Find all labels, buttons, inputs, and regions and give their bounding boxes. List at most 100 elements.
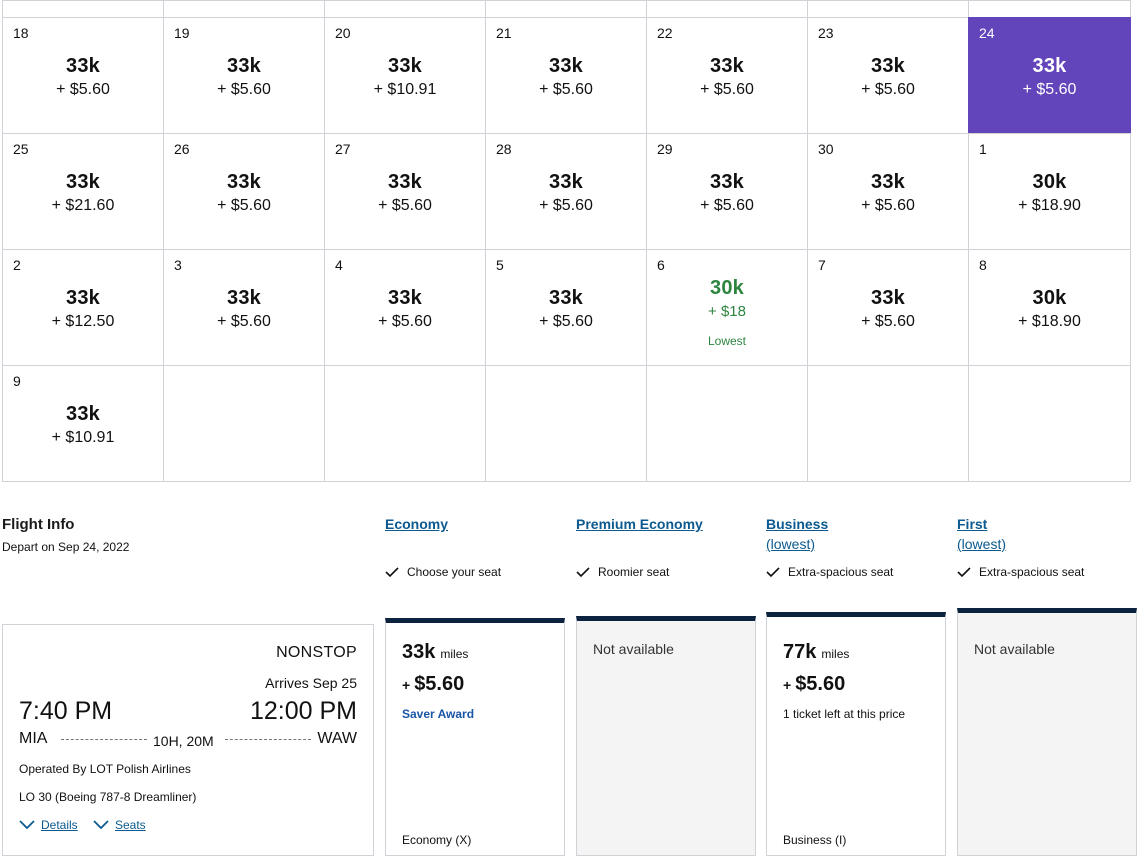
day-number: 21 (496, 25, 512, 41)
day-tax: + $10.91 (51, 429, 115, 446)
day-number: 20 (335, 25, 351, 41)
calendar-day-29[interactable]: 29 33k + $5.60 (646, 133, 808, 250)
cabin-sub[interactable]: (lowest) (957, 536, 1007, 552)
calendar-day-cell (324, 0, 486, 18)
fare-class: Economy (X) (402, 833, 472, 847)
calendar-day-20[interactable]: 20 33k + $10.91 (324, 17, 486, 134)
miles-unit: miles (440, 647, 469, 661)
calendar-day-24[interactable]: 24 33k + $5.60 (968, 17, 1131, 134)
calendar-day-cell (163, 0, 325, 18)
calendar-day-26[interactable]: 26 33k + $5.60 (163, 133, 325, 250)
cabin-name[interactable]: Premium Economy (576, 516, 703, 532)
fare-business[interactable]: 77k miles + $5.60 1 ticket left at this pr… (766, 612, 946, 856)
seats-label[interactable]: Seats (115, 818, 146, 832)
cabin-name[interactable]: First (957, 516, 988, 532)
fare-class: Business (I) (783, 833, 847, 847)
fare-tax: + $5.60 (783, 673, 845, 696)
day-tax: + $21.60 (51, 197, 115, 214)
plus-sign: + (402, 677, 411, 693)
calendar-day-25[interactable]: 25 33k + $21.60 (2, 133, 164, 250)
cabin-sub[interactable]: (lowest) (766, 536, 816, 552)
day-miles: 33k (66, 171, 100, 193)
calendar-day-23[interactable]: 23 33k + $5.60 (807, 17, 969, 134)
day-tax: + $18 (708, 303, 746, 320)
day-number: 7 (818, 257, 826, 273)
calendar-day-3[interactable]: 3 33k + $5.60 (163, 249, 325, 366)
calendar-day-18[interactable]: 18 33k + $5.60 (2, 17, 164, 134)
day-tax: + $5.60 (539, 313, 593, 330)
miles-value: 33k (402, 641, 436, 663)
flight-card: NONSTOP Arrives Sep 25 7:40 PM 12:00 PM … (2, 624, 374, 856)
fare-economy[interactable]: 33k miles + $5.60 Saver Award Economy (X) (385, 618, 565, 856)
fare-miles: 77k miles (783, 641, 849, 664)
route-line (225, 739, 311, 740)
fare-premium-economy: Not available (576, 616, 756, 856)
cabin-header-first[interactable]: First (lowest) (957, 516, 1006, 552)
calendar-day-8[interactable]: 8 30k + $18.90 (968, 249, 1131, 366)
day-miles: 30k (710, 277, 744, 299)
day-number: 27 (335, 141, 351, 157)
feature-label: Extra-spacious seat (979, 565, 1085, 579)
calendar-empty-cell (163, 365, 325, 482)
cabin-header-premium-economy[interactable]: Premium Economy (576, 516, 703, 532)
calendar-partial-row (2, 0, 1137, 18)
calendar-empty-cell (968, 365, 1131, 482)
calendar-week-row: 25 33k + $21.60 26 33k + $5.60 27 33k + $5.60 28 3… (2, 133, 1137, 250)
cabin-name[interactable]: Economy (385, 516, 449, 532)
day-tax: + $5.60 (539, 197, 593, 214)
details-label[interactable]: Details (41, 818, 78, 832)
day-tax: + $18.90 (1018, 197, 1081, 214)
calendar-day-7[interactable]: 7 33k + $5.60 (807, 249, 969, 366)
calendar-day-28[interactable]: 28 33k + $5.60 (485, 133, 647, 250)
calendar-day-1[interactable]: 1 30k + $18.90 (968, 133, 1131, 250)
calendar-day-cell (2, 0, 164, 18)
day-tax: + $12.50 (51, 313, 115, 330)
details-toggle[interactable]: Details (19, 818, 78, 832)
cabin-feature-first: Extra-spacious seat (957, 565, 1084, 579)
calendar-day-22[interactable]: 22 33k + $5.60 (646, 17, 808, 134)
miles-value: 77k (783, 641, 817, 663)
day-tax: + $5.60 (861, 81, 915, 98)
day-miles: 33k (66, 55, 100, 77)
calendar-day-6[interactable]: 6 30k + $18 Lowest (646, 249, 808, 366)
day-tax: + $5.60 (378, 197, 432, 214)
calendar-day-4[interactable]: 4 33k + $5.60 (324, 249, 486, 366)
cabin-header-economy[interactable]: Economy (385, 516, 448, 532)
seats-toggle[interactable]: Seats (93, 818, 146, 832)
feature-label: Choose your seat (407, 565, 502, 579)
miles-unit: miles (821, 647, 850, 661)
calendar-day-19[interactable]: 19 33k + $5.60 (163, 17, 325, 134)
day-number: 3 (174, 257, 182, 273)
day-number: 25 (13, 141, 29, 157)
day-tax: + $5.60 (861, 197, 915, 214)
fare-first: Not available (957, 608, 1137, 856)
stops-label: NONSTOP (276, 644, 357, 661)
calendar-day-30[interactable]: 30 33k + $5.60 (807, 133, 969, 250)
day-miles: 33k (549, 287, 583, 309)
day-miles: 33k (388, 171, 422, 193)
day-tax: + $10.91 (373, 81, 437, 98)
calendar-day-cell (968, 0, 1131, 18)
feature-label: Extra-spacious seat (788, 565, 894, 579)
calendar-day-cell (646, 0, 808, 18)
calendar-empty-cell (485, 365, 647, 482)
day-tax: + $5.60 (217, 81, 271, 98)
calendar-day-2[interactable]: 2 33k + $12.50 (2, 249, 164, 366)
day-miles: 33k (66, 403, 100, 425)
calendar-day-21[interactable]: 21 33k + $5.60 (485, 17, 647, 134)
cabin-header-business[interactable]: Business (lowest) (766, 516, 828, 552)
destination-code: WAW (317, 730, 357, 747)
day-miles: 30k (1032, 287, 1067, 309)
day-number: 1 (979, 141, 987, 157)
cabin-feature-premium-economy: Roomier seat (576, 565, 669, 579)
day-tax: + $5.60 (217, 313, 271, 330)
day-tax: + $5.60 (217, 197, 271, 214)
day-miles: 33k (227, 171, 261, 193)
calendar-day-27[interactable]: 27 33k + $5.60 (324, 133, 486, 250)
cabin-name[interactable]: Business (766, 516, 829, 532)
tickets-left-note: 1 ticket left at this price (783, 707, 906, 721)
calendar-day-5[interactable]: 5 33k + $5.60 (485, 249, 647, 366)
day-number: 2 (13, 257, 21, 273)
day-miles: 33k (549, 171, 583, 193)
calendar-day-9[interactable]: 9 33k + $10.91 (2, 365, 164, 482)
